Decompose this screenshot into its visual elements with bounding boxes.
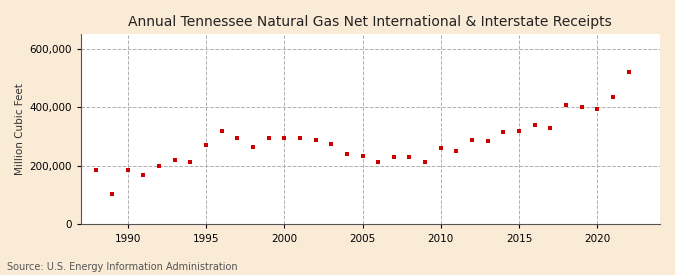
Point	[404, 155, 415, 160]
Point	[107, 192, 117, 196]
Point	[373, 160, 383, 164]
Point	[138, 172, 148, 177]
Text: Source: U.S. Energy Information Administration: Source: U.S. Energy Information Administ…	[7, 262, 238, 272]
Point	[561, 102, 572, 107]
Point	[514, 129, 524, 133]
Point	[529, 123, 540, 127]
Point	[122, 168, 133, 172]
Point	[216, 129, 227, 133]
Point	[420, 160, 431, 164]
Point	[326, 142, 337, 146]
Point	[388, 155, 399, 160]
Point	[451, 149, 462, 153]
Point	[466, 138, 477, 142]
Title: Annual Tennessee Natural Gas Net International & Interstate Receipts: Annual Tennessee Natural Gas Net Interna…	[128, 15, 612, 29]
Point	[435, 146, 446, 151]
Point	[545, 126, 556, 130]
Point	[357, 153, 368, 158]
Point	[623, 70, 634, 75]
Point	[592, 107, 603, 111]
Point	[185, 160, 196, 164]
Point	[342, 152, 352, 156]
Point	[91, 168, 102, 172]
Point	[279, 136, 290, 140]
Point	[483, 139, 493, 143]
Point	[576, 105, 587, 110]
Point	[169, 158, 180, 162]
Point	[248, 145, 259, 149]
Point	[232, 136, 243, 140]
Point	[608, 95, 618, 100]
Point	[154, 164, 165, 168]
Point	[498, 130, 509, 134]
Point	[310, 138, 321, 142]
Point	[294, 136, 305, 140]
Point	[263, 136, 274, 140]
Y-axis label: Million Cubic Feet: Million Cubic Feet	[15, 84, 25, 175]
Point	[200, 143, 211, 148]
